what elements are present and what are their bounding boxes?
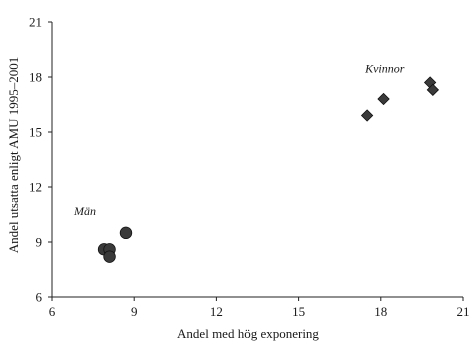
y-ticks: 6 9 12 15 18 21 <box>29 15 52 305</box>
y-tick-label: 12 <box>29 180 42 195</box>
series-label: Män <box>73 204 96 218</box>
data-point-diamond <box>377 92 390 106</box>
x-tick-label: 12 <box>210 304 223 319</box>
x-tick-label: 15 <box>292 304 305 319</box>
y-axis-title: Andel utsatta enligt AMU 1995–2001 <box>6 57 21 253</box>
data-marks <box>97 76 440 263</box>
series-annotations: Män Kvinnor <box>73 62 405 218</box>
data-point-diamond <box>360 109 374 122</box>
y-tick-label: 18 <box>29 70 42 85</box>
x-tick-label: 9 <box>131 304 138 319</box>
data-point-diamond <box>426 83 440 96</box>
x-ticks: 6 9 12 15 18 21 <box>49 297 470 319</box>
y-tick-label: 21 <box>29 15 42 30</box>
x-tick-label: 21 <box>457 304 470 319</box>
y-tick-label: 9 <box>36 235 43 250</box>
series-label: Kvinnor <box>364 62 405 76</box>
axes <box>51 22 463 298</box>
y-tick-label: 6 <box>36 290 43 305</box>
data-point-circle <box>119 226 133 240</box>
y-tick-label: 15 <box>29 125 42 140</box>
x-tick-label: 18 <box>374 304 387 319</box>
x-tick-label: 6 <box>49 304 56 319</box>
data-point-circle <box>103 250 116 263</box>
x-axis-title: Andel med hög exponering <box>177 326 319 341</box>
